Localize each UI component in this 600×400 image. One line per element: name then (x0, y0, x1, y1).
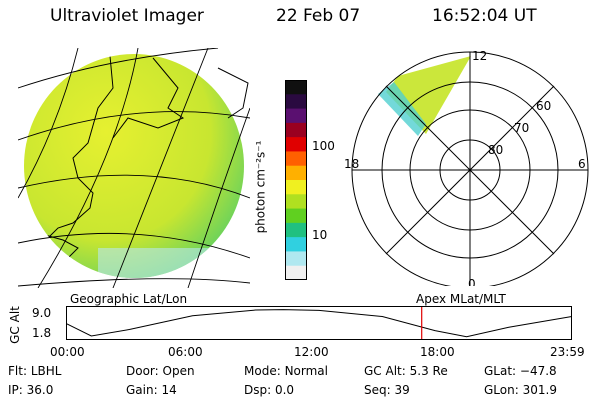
door-value: Open (162, 364, 195, 378)
gain-value: 14 (161, 383, 177, 397)
glat-value: −47.8 (519, 364, 557, 378)
ip-field: IP: 36.0 (8, 383, 54, 397)
mlat-label-80: 80 (488, 143, 503, 157)
date-label: 22 Feb 07 (276, 6, 361, 26)
seq-value: 39 (394, 383, 410, 397)
timeline-xtick-2359: 23:59 (550, 345, 585, 359)
mlt-label-18: 18 (344, 157, 359, 171)
apex-caption: Apex MLat/MLT (416, 292, 506, 306)
instrument-title: Ultraviolet Imager (50, 6, 204, 26)
colorbar (285, 80, 307, 280)
timeline-ytick-min: 1.8 (32, 326, 52, 340)
colorbar-band (285, 151, 307, 167)
dsp-field: Dsp: 0.0 (244, 383, 295, 397)
timeline-xtick-1200: 12:00 (294, 345, 329, 359)
colorbar-band (285, 165, 307, 181)
timeline-xtick-0000: 00:00 (50, 345, 85, 359)
altitude-curve (66, 309, 572, 338)
colorbar-band (285, 265, 307, 280)
mlat-label-70: 70 (514, 121, 529, 135)
glat-field: GLat: −47.8 (484, 364, 557, 378)
mlt-label-6: 6 (578, 157, 586, 171)
mode-value: Normal (284, 364, 328, 378)
colorbar-band (285, 108, 307, 124)
mlat-label-60: 60 (536, 99, 551, 113)
uv-disk (24, 54, 244, 278)
colorbar-band (285, 137, 307, 153)
colorbar-tick-10: 10 (312, 228, 328, 242)
colorbar-band (285, 237, 307, 253)
flt-value: LBHL (30, 364, 62, 378)
timeline-xtick-1800: 18:00 (420, 345, 455, 359)
colorbar-band (285, 194, 307, 210)
colorbar-tick-100: 100 (312, 139, 335, 153)
mode-field: Mode: Normal (244, 364, 328, 378)
gcalt-value: 5.3 Re (409, 364, 448, 378)
timeline-ylabel: GC Alt (7, 306, 22, 344)
flt-field: Flt: LBHL (8, 364, 62, 378)
colorbar-band (285, 80, 307, 95)
geographic-image (18, 48, 250, 288)
colorbar-band (285, 208, 307, 224)
mlt-label-0: 0 (468, 277, 476, 286)
glon-field: GLon: 301.9 (484, 383, 557, 397)
timeline-plot (66, 306, 572, 340)
door-field: Door: Open (126, 364, 195, 378)
mlt-label-12: 12 (472, 49, 487, 63)
colorbar-band (285, 180, 307, 195)
glon-value: 301.9 (522, 383, 557, 397)
colorbar-band (285, 122, 307, 138)
timeline-ytick-max: 9.0 (32, 306, 52, 320)
timeline-xtick-0600: 06:00 (168, 345, 203, 359)
gcalt-field: GC Alt: 5.3 Re (364, 364, 448, 378)
colorbar-band (285, 251, 307, 267)
geographic-caption: Geographic Lat/Lon (70, 292, 188, 306)
dsp-value: 0.0 (274, 383, 295, 397)
gain-field: Gain: 14 (126, 383, 177, 397)
colorbar-unit-label: photon cm⁻²s⁻¹ (253, 140, 268, 234)
colorbar-band (285, 222, 307, 238)
seq-field: Seq: 39 (364, 383, 410, 397)
colorbar-band (285, 94, 307, 110)
polar-plot: 12 18 6 0 60 70 80 (344, 49, 589, 286)
time-label: 16:52:04 UT (432, 6, 537, 26)
ip-value: 36.0 (26, 383, 54, 397)
